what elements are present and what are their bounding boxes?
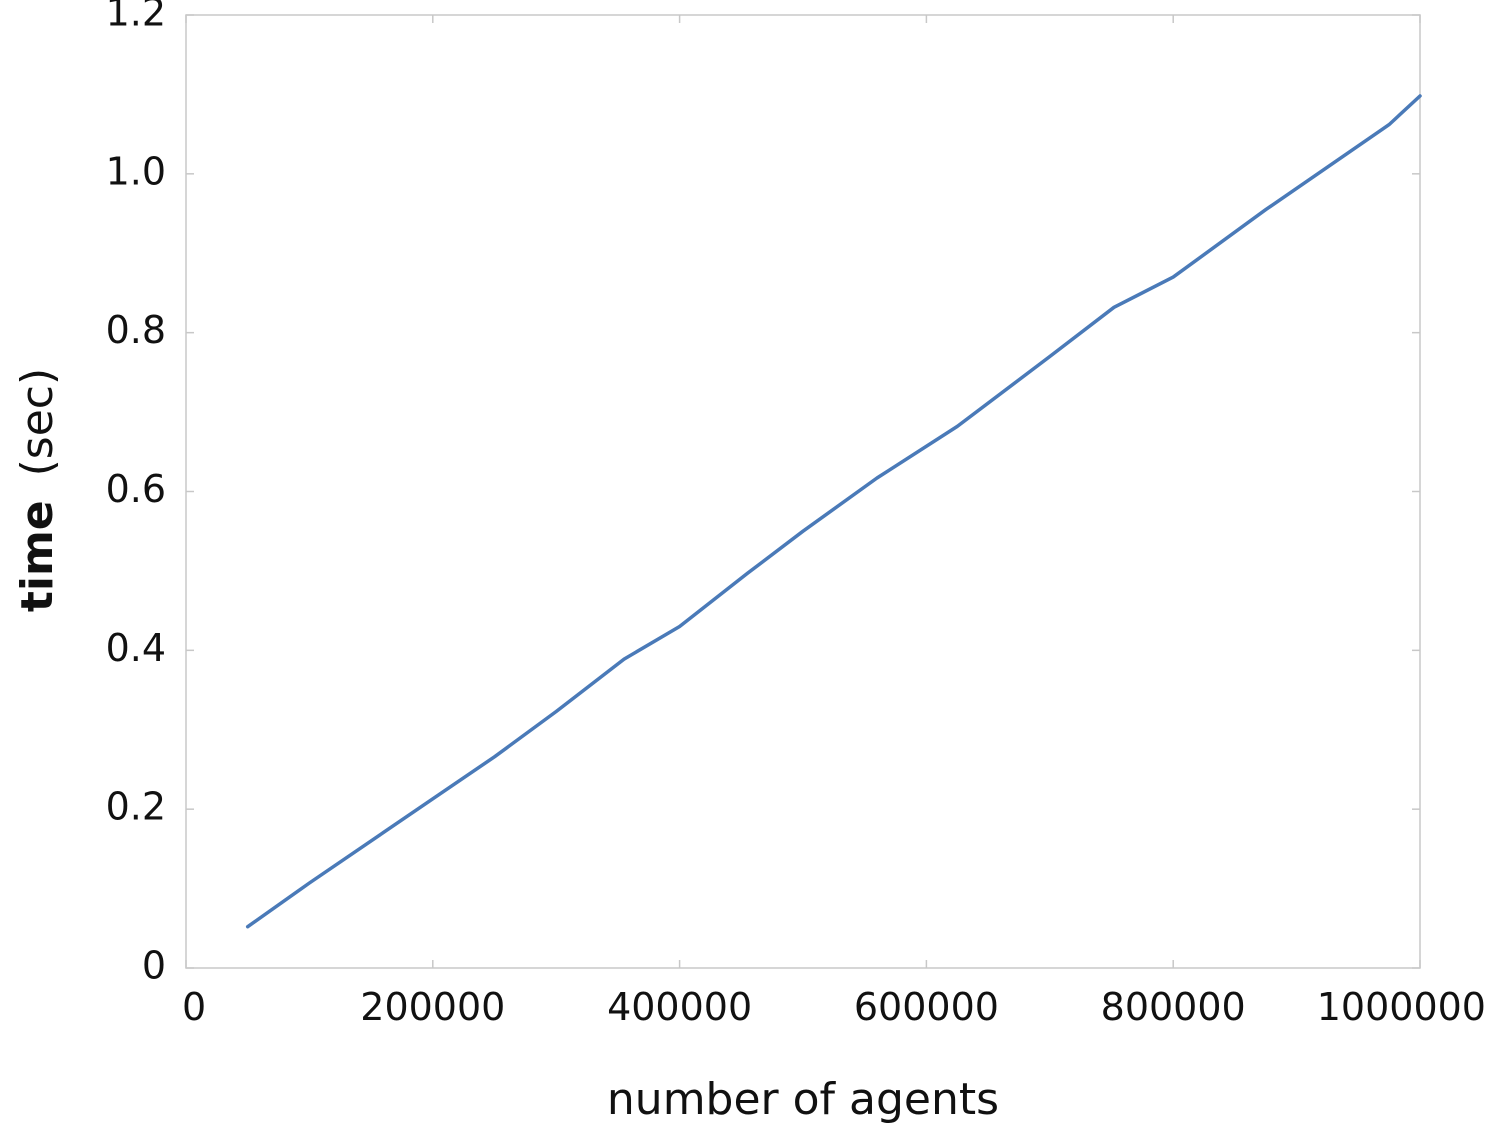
x-tick-label: 800000 xyxy=(1101,985,1246,1029)
y-tick-label: 0.8 xyxy=(106,308,166,352)
x-tick-label: 400000 xyxy=(607,985,752,1029)
x-tick-label: 1000000 xyxy=(1317,985,1486,1029)
x-tick-label: 200000 xyxy=(360,985,505,1029)
y-tick-label: 1.2 xyxy=(106,0,166,35)
y-axis-title-main: time xyxy=(12,500,63,612)
y-tick-label: 0.4 xyxy=(106,626,166,670)
y-axis-title: time (sec) xyxy=(12,368,63,612)
y-tick-label: 0.2 xyxy=(106,785,166,829)
y-tick-label: 0 xyxy=(142,944,166,988)
x-axis-title-text: number of agents xyxy=(607,1074,999,1124)
plot-area xyxy=(185,14,1421,969)
y-axis-title-unit: (sec) xyxy=(12,368,63,477)
y-tick-label: 1.0 xyxy=(106,149,166,193)
x-tick-label: 600000 xyxy=(854,985,999,1029)
y-tick-label: 0.6 xyxy=(106,467,166,511)
x-axis-title: number of agents xyxy=(607,1074,999,1124)
series-line-0 xyxy=(245,94,1422,929)
x-tick-label: 0 xyxy=(182,985,206,1029)
